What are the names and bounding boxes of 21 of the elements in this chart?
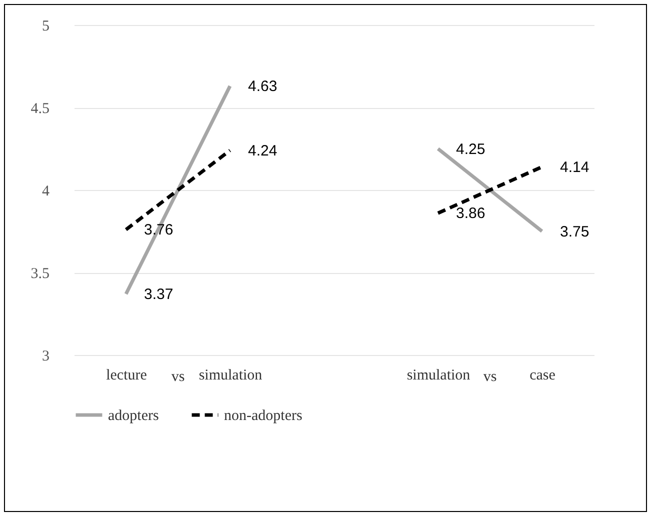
x-tick-label: case — [530, 368, 556, 384]
x-tick-label: lecture — [106, 368, 148, 384]
data-label: 4.24 — [248, 142, 278, 160]
data-label: 3.76 — [144, 222, 174, 239]
y-tick-label: 3.5 — [30, 266, 50, 282]
legend-label: adopters — [108, 408, 159, 424]
data-label: 4.25 — [456, 140, 486, 158]
data-label: 3.75 — [560, 223, 590, 240]
y-tick-label: 5 — [42, 18, 50, 34]
data-label: 4.14 — [560, 158, 590, 176]
x-tick-label: simulation — [198, 368, 263, 384]
y-tick-label: 4 — [42, 184, 50, 200]
legend-label: non-adopters — [224, 408, 302, 424]
data-label: 3.86 — [456, 205, 486, 222]
data-label: 3.37 — [144, 286, 174, 303]
x-tick-label: simulation — [406, 368, 471, 384]
y-tick-label: 3 — [42, 348, 50, 364]
text: vs — [171, 369, 185, 385]
text: vs — [483, 369, 497, 385]
y-tick-label: 4.5 — [30, 101, 50, 117]
data-label: 4.63 — [248, 78, 278, 96]
